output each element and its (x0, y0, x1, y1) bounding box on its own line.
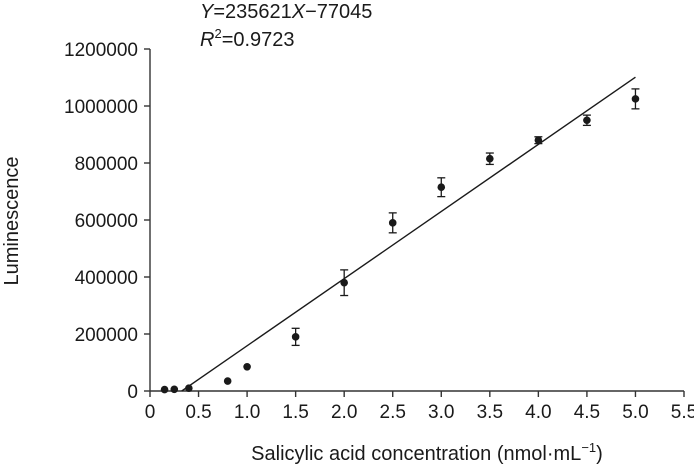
data-point (437, 183, 446, 192)
x-tick-label: 3.0 (428, 402, 454, 423)
y-axis-title: Luminescence (1, 157, 23, 286)
x-tick-label: 3.5 (477, 402, 503, 423)
regression-line (181, 76, 636, 392)
data-point (170, 385, 179, 394)
x-tick-label: 2.0 (331, 402, 357, 423)
x-tick-label: 1.0 (234, 402, 260, 423)
data-point (583, 116, 591, 125)
data-point (388, 219, 397, 227)
regression-equation: Y=235621X−77045 (200, 1, 372, 23)
x-axis: 0 0.5 1.0 1.5 2.0 2.5 3.0 3.5 4.0 4.5 5.0 5.5 (145, 390, 694, 423)
data-point (291, 333, 300, 341)
y-tick-label: 1000000 (64, 97, 138, 118)
data-point (340, 278, 348, 287)
x-tick-label: 4.5 (574, 402, 600, 423)
x-tick-label: 0 (145, 402, 156, 423)
x-tick-label: 0.5 (185, 402, 211, 423)
data-point (534, 136, 543, 144)
fit-line-group (181, 76, 636, 392)
y-axis: 0 200000 400000 600000 800000 1000000 1200000 (64, 40, 151, 403)
data-point (160, 385, 169, 394)
data-point (486, 154, 494, 163)
r-squared-label: R2=0.9723 (200, 26, 295, 51)
x-tick-label: 2.5 (380, 402, 406, 423)
y-tick-label: 600000 (75, 211, 138, 232)
x-tick-label: 1.5 (282, 402, 308, 423)
y-tick-label: 400000 (75, 268, 138, 289)
data-point (631, 95, 640, 103)
data-point (185, 384, 193, 392)
y-tick-label: 800000 (75, 154, 138, 175)
x-axis-title: Salicylic acid concentration (nmol·mL−1) (251, 440, 603, 465)
y-tick-label: 200000 (75, 325, 138, 346)
x-tick-label: 4.0 (525, 402, 551, 423)
data-point (243, 362, 251, 371)
x-tick-label: 5.0 (622, 402, 648, 423)
x-tick-label: 5.5 (671, 402, 694, 423)
y-tick-label: 0 (127, 382, 138, 403)
data-point (223, 377, 232, 385)
data-points (160, 88, 640, 394)
y-tick-label: 1200000 (64, 40, 138, 61)
